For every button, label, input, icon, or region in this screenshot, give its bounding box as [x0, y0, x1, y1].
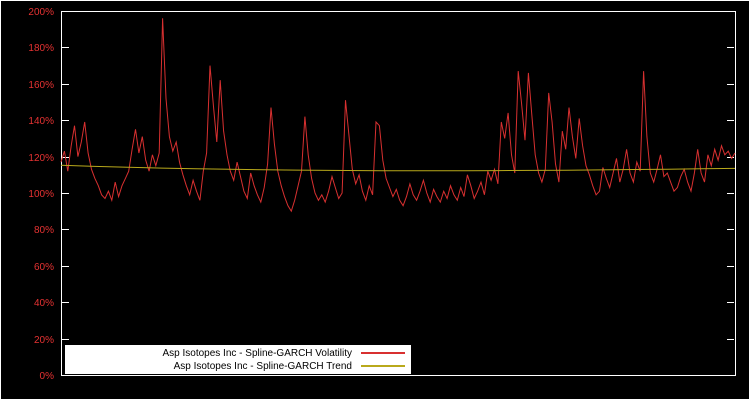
y-axis-tick-label: 40% — [34, 298, 54, 309]
trend-series-line — [60, 164, 736, 172]
legend-item-volatility: Asp Isotopes Inc - Spline-GARCH Volatili… — [69, 347, 405, 360]
legend-line-sample-volatility — [361, 352, 405, 354]
legend-label-volatility: Asp Isotopes Inc - Spline-GARCH Volatili… — [162, 347, 352, 359]
y-axis-tick-label: 80% — [34, 225, 54, 236]
legend-line-sample-trend — [361, 365, 405, 367]
y-axis-tick-label: 160% — [28, 80, 54, 91]
y-axis-tick-label: 100% — [28, 189, 54, 200]
y-axis-tick-label: 60% — [34, 262, 54, 273]
legend-label-trend: Asp Isotopes Inc - Spline-GARCH Trend — [173, 360, 352, 372]
y-axis-tick-label: 200% — [28, 7, 54, 18]
y-axis-tick-label: 0% — [40, 371, 55, 382]
plot-border — [61, 11, 736, 376]
volatility-series-line — [60, 18, 736, 213]
y-axis-tick-label: 120% — [28, 153, 54, 164]
legend: Asp Isotopes Inc - Spline-GARCH Volatili… — [65, 345, 411, 374]
y-axis-tick-label: 20% — [34, 335, 54, 346]
y-axis-tick-label: 140% — [28, 116, 54, 127]
y-axis-tick-label: 180% — [28, 43, 54, 54]
legend-item-trend: Asp Isotopes Inc - Spline-GARCH Trend — [69, 360, 405, 373]
